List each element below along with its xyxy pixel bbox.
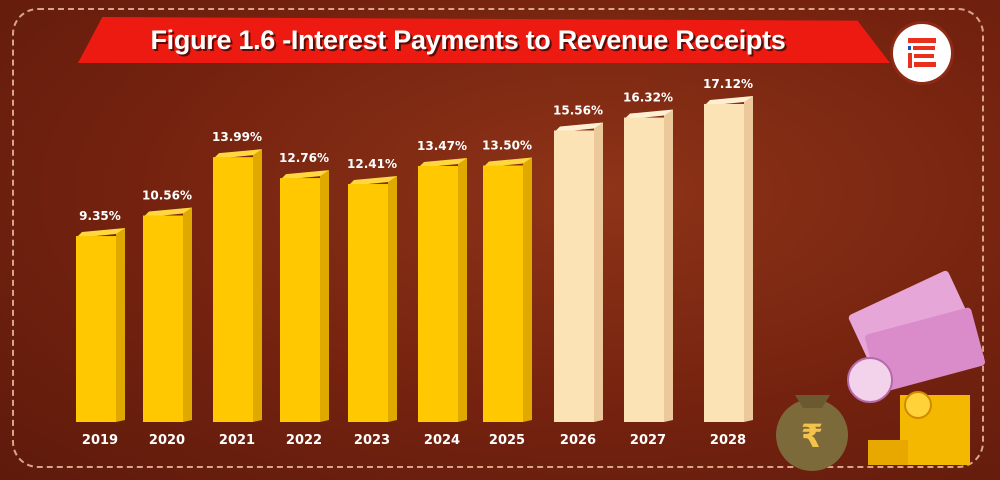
x-tick-label: 2023 [354, 433, 390, 448]
brand-e-logo-icon [893, 24, 951, 82]
money-bag-rupee-icon: ₹ [776, 395, 848, 471]
bar-top [554, 122, 603, 133]
bar-side [320, 170, 329, 422]
rupee-banknotes-icon [847, 270, 985, 403]
bar-2026 [554, 122, 603, 423]
bar-top [418, 158, 467, 169]
bar-side [458, 158, 467, 422]
bar-side [594, 122, 603, 422]
bar-top [624, 109, 673, 120]
bar-top [348, 176, 397, 187]
x-tick-label: 2028 [710, 433, 746, 448]
bar-top [143, 207, 192, 218]
bar-front [554, 130, 594, 423]
bar-side [253, 149, 262, 423]
bar-top [76, 228, 125, 239]
title-banner [78, 17, 890, 63]
x-tick-label: 2026 [560, 433, 596, 448]
x-tick-label: 2021 [219, 433, 255, 448]
bar-2019 [76, 228, 125, 422]
data-label: 10.56% [142, 188, 192, 202]
bar-front [704, 103, 744, 423]
x-tick-label: 2027 [630, 433, 666, 448]
bar-top [213, 149, 262, 160]
bar-2027 [624, 109, 673, 422]
chart-title: Figure 1.6 -Interest Payments to Revenue… [150, 25, 786, 55]
data-label: 13.50% [482, 139, 532, 153]
data-label: 12.41% [347, 157, 397, 171]
x-tick-label: 2022 [286, 433, 322, 448]
gold-coins-icon [868, 391, 970, 465]
bar-front [624, 117, 664, 422]
bar-side [388, 176, 397, 422]
bar-front [76, 236, 116, 422]
data-label: 13.99% [212, 130, 262, 144]
data-label: 9.35% [79, 209, 121, 223]
bar-2020 [143, 207, 192, 422]
bar-side [744, 95, 753, 423]
bar-front [280, 178, 320, 422]
bar-front [418, 166, 458, 422]
dashed-frame [12, 8, 984, 468]
bar-2025 [483, 157, 532, 422]
bar-top [704, 95, 753, 106]
data-label: 13.47% [417, 139, 467, 153]
money-decoration: ₹ [776, 270, 985, 471]
bar-front [213, 157, 253, 423]
data-label: 12.76% [279, 151, 329, 165]
bar-top [280, 170, 329, 181]
data-label: 16.32% [623, 91, 673, 105]
x-tick-label: 2020 [149, 433, 185, 448]
bar-side [664, 109, 673, 422]
bar-2021 [213, 149, 262, 423]
bar-2023 [348, 176, 397, 422]
bar-side [183, 207, 192, 422]
bar-front [348, 184, 388, 422]
svg-text:₹: ₹ [801, 417, 823, 455]
x-tick-label: 2025 [489, 433, 525, 448]
x-tick-label: 2019 [82, 433, 118, 448]
x-tick-label: 2024 [424, 433, 460, 448]
bar-top [483, 157, 532, 168]
bar-2028 [704, 95, 753, 423]
data-label: 15.56% [553, 103, 603, 117]
bar-2022 [280, 170, 329, 422]
bar-front [143, 215, 183, 422]
bar-side [523, 157, 532, 422]
bar-side [116, 228, 125, 422]
bar-front [483, 165, 523, 422]
data-label: 17.12% [703, 77, 753, 91]
bar-2024 [418, 158, 467, 422]
